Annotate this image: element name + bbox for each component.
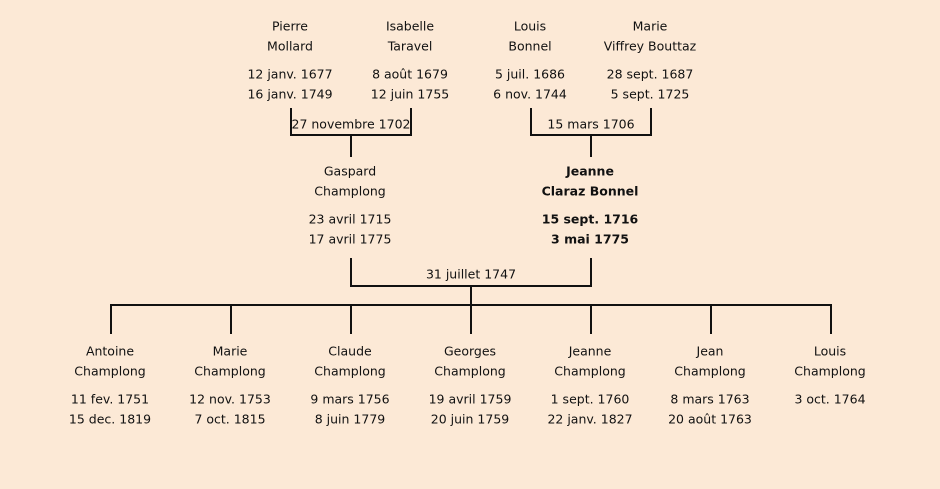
death-date: 20 août 1763 [668,412,752,427]
first-name: Antoine [86,344,134,359]
birth-date: 23 avril 1715 [309,212,392,227]
marriage-date: 15 mars 1706 [547,117,634,132]
marriage-date: 31 juillet 1747 [426,267,516,282]
birth-date: 19 avril 1759 [429,392,512,407]
last-name: Champlong [674,364,745,379]
first-name: Jean [696,344,724,359]
marriage-date: 27 novembre 1702 [292,117,411,132]
first-name: Marie [213,344,248,359]
last-name: Champlong [314,364,385,379]
last-name: Bonnel [508,39,551,54]
last-name: Champlong [194,364,265,379]
death-date: 16 janv. 1749 [247,87,332,102]
last-name: Taravel [387,39,433,54]
birth-date: 9 mars 1756 [310,392,389,407]
last-name: Mollard [267,39,313,54]
birth-date: 3 oct. 1764 [794,392,865,407]
first-name: Isabelle [386,19,434,34]
death-date: 5 sept. 1725 [611,87,690,102]
birth-date: 12 janv. 1677 [247,67,332,82]
first-name: Gaspard [324,164,376,179]
last-name: Champlong [434,364,505,379]
birth-date: 11 fev. 1751 [71,392,149,407]
first-name: Claude [328,344,372,359]
last-name: Viffrey Bouttaz [604,39,697,54]
last-name: Champlong [794,364,865,379]
last-name: Champlong [314,184,385,199]
death-date: 8 juin 1779 [315,412,386,427]
birth-date: 12 nov. 1753 [189,392,271,407]
last-name: Claraz Bonnel [542,184,639,199]
first-name: Jeanne [568,344,612,359]
first-name: Louis [514,19,546,34]
first-name: Louis [814,344,846,359]
last-name: Champlong [74,364,145,379]
birth-date: 1 sept. 1760 [551,392,630,407]
death-date: 22 janv. 1827 [547,412,632,427]
death-date: 6 nov. 1744 [493,87,567,102]
death-date: 3 mai 1775 [551,232,629,247]
first-name: Jeanne [565,164,614,179]
death-date: 7 oct. 1815 [194,412,265,427]
birth-date: 28 sept. 1687 [607,67,694,82]
first-name: Marie [633,19,668,34]
birth-date: 8 août 1679 [372,67,448,82]
birth-date: 8 mars 1763 [670,392,749,407]
birth-date: 15 sept. 1716 [542,212,639,227]
last-name: Champlong [554,364,625,379]
death-date: 20 juin 1759 [431,412,510,427]
death-date: 15 dec. 1819 [69,412,151,427]
birth-date: 5 juil. 1686 [495,67,565,82]
death-date: 12 juin 1755 [371,87,449,102]
first-name: Pierre [272,19,308,34]
first-name: Georges [444,344,496,359]
death-date: 17 avril 1775 [309,232,392,247]
